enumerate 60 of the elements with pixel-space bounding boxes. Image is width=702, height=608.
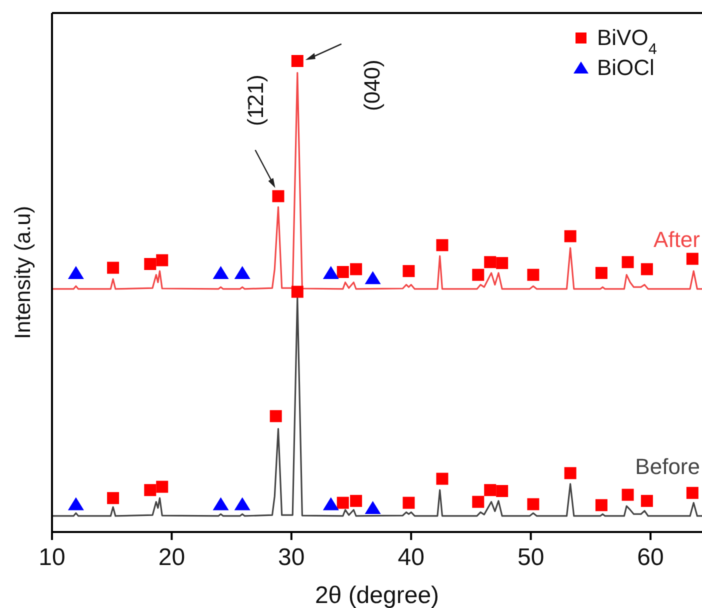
- point: [350, 263, 362, 276]
- point: [350, 494, 362, 507]
- point: [564, 467, 576, 480]
- annotation: (040): [359, 60, 384, 111]
- series-label: Before: [635, 454, 700, 479]
- point: [436, 472, 448, 485]
- point: [68, 266, 84, 279]
- point: [622, 256, 634, 268]
- point: [686, 252, 698, 265]
- point: [640, 494, 653, 507]
- x-tick-label: 50: [517, 544, 544, 571]
- point: [484, 484, 496, 496]
- point: [156, 254, 168, 266]
- point: [291, 286, 304, 298]
- point: [527, 268, 540, 281]
- x-tick-label: 10: [38, 544, 66, 571]
- point: [640, 263, 653, 276]
- point: [527, 498, 540, 510]
- point: [272, 190, 284, 202]
- point: [595, 266, 608, 279]
- point: [472, 268, 484, 281]
- point: [322, 266, 339, 279]
- point: [144, 258, 156, 270]
- point: [484, 256, 496, 268]
- point: [212, 497, 229, 510]
- point: [564, 230, 576, 242]
- point: [322, 497, 339, 510]
- point: [595, 499, 608, 512]
- point: [402, 496, 415, 509]
- x-tick-label: 60: [637, 544, 664, 571]
- point: [496, 257, 508, 270]
- point: [156, 480, 168, 493]
- point: [336, 266, 349, 278]
- point: [291, 55, 304, 67]
- x-tick-label: 40: [398, 544, 424, 571]
- point: [436, 239, 448, 252]
- point: [107, 262, 120, 274]
- x-tick-label: 30: [278, 544, 305, 571]
- point: [622, 488, 634, 501]
- point: [472, 496, 484, 508]
- point: [270, 410, 282, 422]
- point: [68, 497, 84, 510]
- point: [336, 496, 349, 509]
- series-label: After: [654, 226, 700, 252]
- point: [107, 492, 120, 504]
- point: [234, 266, 250, 279]
- x-axis-title: 2θ (degree): [314, 582, 440, 608]
- point: [212, 266, 229, 279]
- point: [364, 500, 381, 514]
- point: [144, 484, 156, 496]
- x-tick-label: 20: [158, 544, 186, 571]
- point: [234, 497, 250, 510]
- point: [402, 265, 415, 278]
- point: [496, 485, 508, 498]
- point: [686, 486, 698, 499]
- y-axis-title: Intensity (a.u): [10, 206, 35, 340]
- legend-label: BiVO$_{4}$: [597, 25, 658, 58]
- annotation: (1̄21): [243, 74, 268, 126]
- point: [364, 271, 381, 284]
- legend-label: BiOCl: [597, 55, 654, 80]
